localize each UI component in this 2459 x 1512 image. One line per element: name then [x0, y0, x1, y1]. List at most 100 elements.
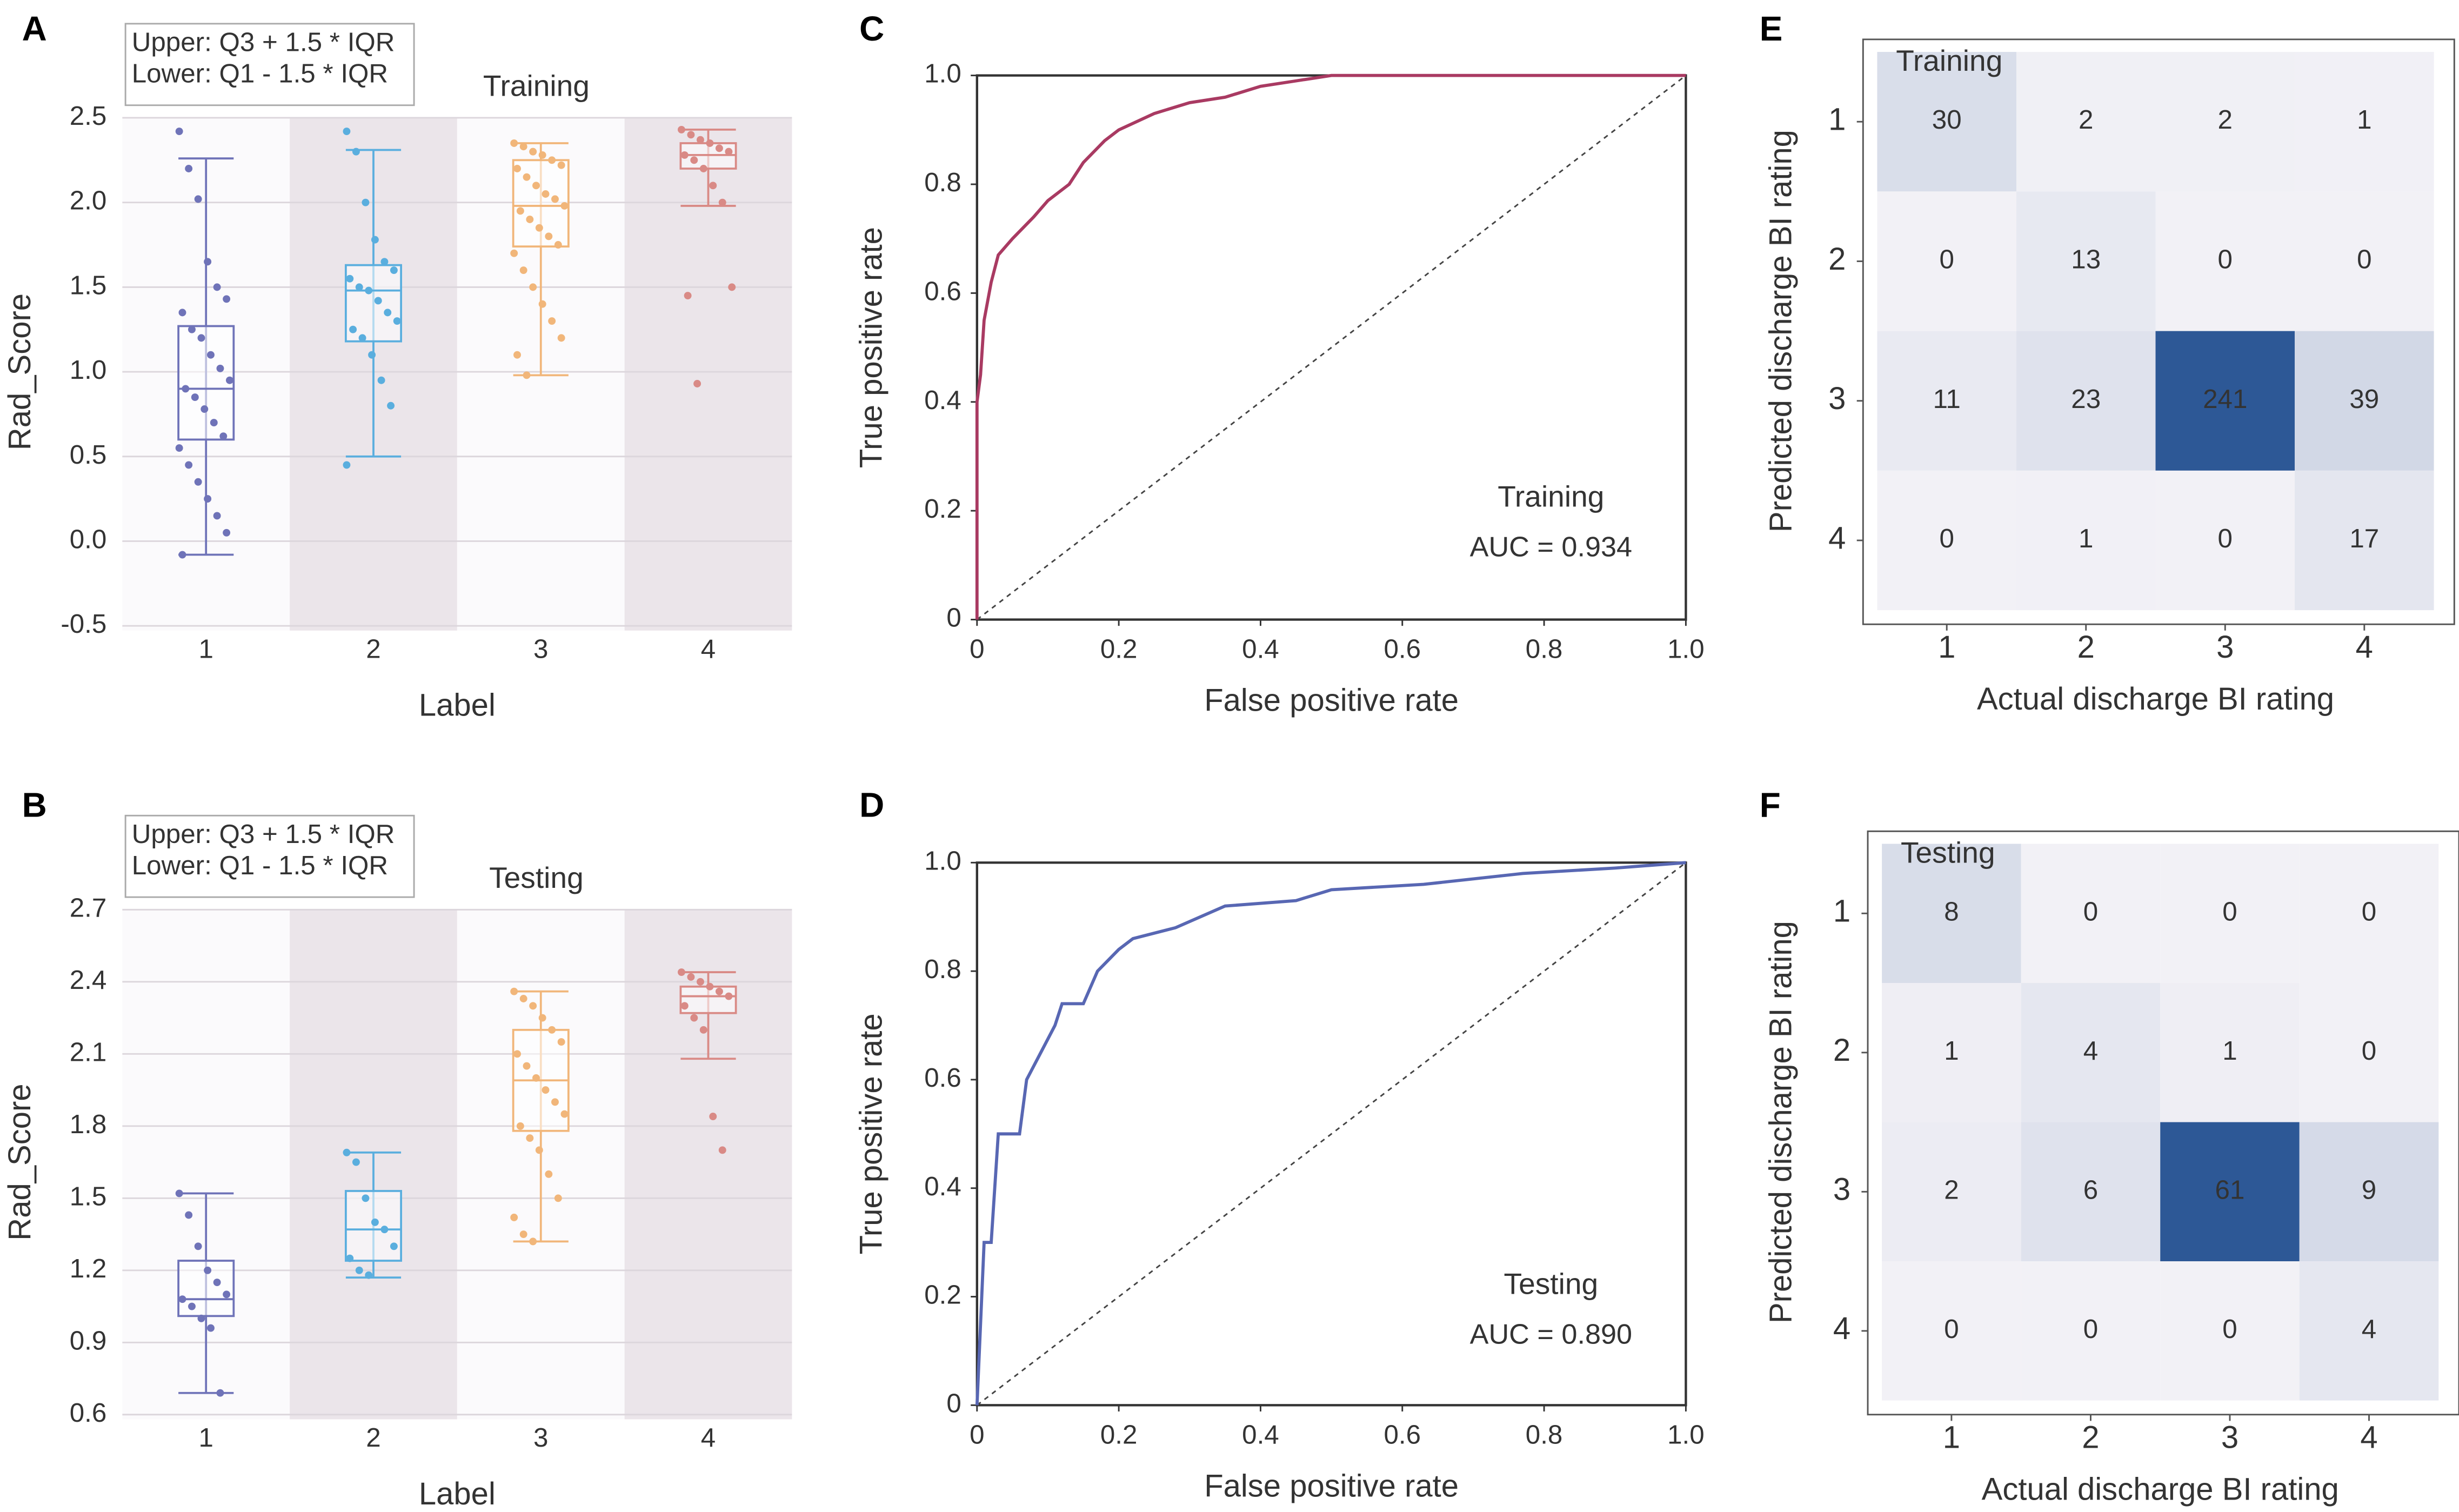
- cell-label: 39: [2349, 384, 2379, 414]
- x-tick-label: 2: [366, 1423, 380, 1453]
- y-tick-label: 2.4: [70, 965, 107, 995]
- y-tick-label: 0.6: [924, 276, 961, 306]
- x-tick-label: 1: [199, 1423, 213, 1453]
- point: [684, 292, 692, 299]
- cell-label: 2: [2079, 105, 2093, 135]
- point: [557, 1038, 565, 1046]
- cell-label: 8: [1944, 897, 1959, 926]
- point: [510, 1213, 518, 1221]
- cell: [1877, 331, 2016, 471]
- point: [362, 198, 370, 206]
- x-axis-title: Label: [419, 1476, 496, 1511]
- point: [718, 198, 726, 206]
- point: [175, 444, 183, 452]
- cell-label: 6: [2083, 1175, 2098, 1205]
- x-tick-label: 4: [2356, 630, 2373, 665]
- point: [380, 258, 389, 266]
- cell: [2016, 191, 2156, 331]
- point: [542, 1086, 550, 1094]
- note: Upper: Q3 + 1.5 * IQR: [132, 819, 395, 849]
- point: [185, 461, 193, 469]
- point: [687, 131, 695, 139]
- point: [560, 1110, 569, 1118]
- point: [371, 1218, 379, 1226]
- cell: [2160, 983, 2300, 1122]
- point: [223, 1290, 231, 1299]
- y-axis-title: True positive rate: [854, 1013, 889, 1254]
- cell: [1882, 844, 2021, 984]
- cell: [2160, 844, 2300, 984]
- cell: [2299, 1122, 2439, 1262]
- x-tick-label: 1.0: [1667, 634, 1705, 664]
- cell: [2021, 1261, 2161, 1401]
- x-tick-label: 3: [2216, 630, 2234, 665]
- y-axis-title: Predicted discharge BI rating: [1763, 921, 1799, 1323]
- cell-label: 0: [1939, 524, 1954, 553]
- y-tick-label: 1.2: [70, 1254, 107, 1283]
- cell-label: 2: [1944, 1175, 1959, 1205]
- y-axis-title: True positive rate: [854, 227, 889, 468]
- y-tick-label: 1.5: [70, 270, 107, 300]
- point: [225, 376, 233, 384]
- point: [188, 325, 196, 333]
- point: [677, 125, 685, 133]
- x-tick-label: 1: [199, 634, 213, 664]
- x-tick-label: 0: [970, 634, 984, 664]
- point: [548, 1026, 556, 1034]
- point: [709, 182, 717, 190]
- cell: [1877, 470, 2016, 611]
- point: [519, 995, 527, 1002]
- point: [510, 139, 518, 147]
- y-tick-label: -0.5: [61, 609, 106, 639]
- y-tick-label: 0.6: [70, 1398, 107, 1428]
- cell: [2016, 470, 2156, 611]
- point: [201, 405, 209, 413]
- y-tick-label: 0.9: [70, 1326, 107, 1355]
- x-tick-label: 1: [1943, 1420, 1960, 1455]
- notes-box: [124, 23, 415, 106]
- point: [538, 300, 546, 308]
- cell: [2155, 331, 2295, 471]
- point: [523, 1062, 531, 1070]
- y-tick-label: 2.0: [70, 186, 107, 216]
- point: [510, 987, 518, 995]
- point: [213, 1279, 221, 1286]
- point: [343, 128, 351, 136]
- point: [175, 128, 183, 136]
- point: [216, 1389, 224, 1397]
- x-axis-title: False positive rate: [1204, 1468, 1459, 1503]
- point: [526, 216, 534, 223]
- point: [510, 249, 518, 257]
- cell-label: 2: [2218, 105, 2233, 135]
- point: [185, 1211, 193, 1219]
- y-tick-label: 0.0: [70, 524, 107, 554]
- y-tick-label: 1: [1828, 102, 1846, 137]
- y-tick-label: 2.1: [70, 1037, 107, 1067]
- point: [210, 419, 218, 427]
- point: [690, 156, 698, 164]
- cell-label: 0: [2083, 1314, 2098, 1344]
- x-axis-title: False positive rate: [1204, 683, 1459, 718]
- point: [523, 371, 531, 379]
- point: [213, 283, 221, 291]
- point: [687, 973, 695, 981]
- y-tick-label: 0.8: [924, 954, 961, 984]
- cell: [2299, 983, 2439, 1122]
- x-tick-label: 3: [533, 1423, 548, 1453]
- cell: [2021, 1122, 2161, 1262]
- y-axis-title: Predicted discharge BI rating: [1763, 130, 1799, 532]
- cell-label: 0: [1944, 1314, 1959, 1344]
- cell-label: 13: [2071, 245, 2101, 275]
- point: [204, 258, 212, 266]
- plot-frame: [1867, 830, 2459, 1416]
- point: [519, 143, 527, 151]
- cell-label: 0: [2357, 245, 2371, 275]
- cell-label: 61: [2215, 1175, 2245, 1205]
- x-tick-label: 0.4: [1242, 634, 1279, 664]
- note: Lower: Q1 - 1.5 * IQR: [132, 59, 388, 89]
- point: [355, 1266, 363, 1274]
- point: [706, 139, 714, 147]
- panel-letter: B: [22, 786, 47, 825]
- point: [365, 1271, 373, 1279]
- point: [538, 151, 546, 159]
